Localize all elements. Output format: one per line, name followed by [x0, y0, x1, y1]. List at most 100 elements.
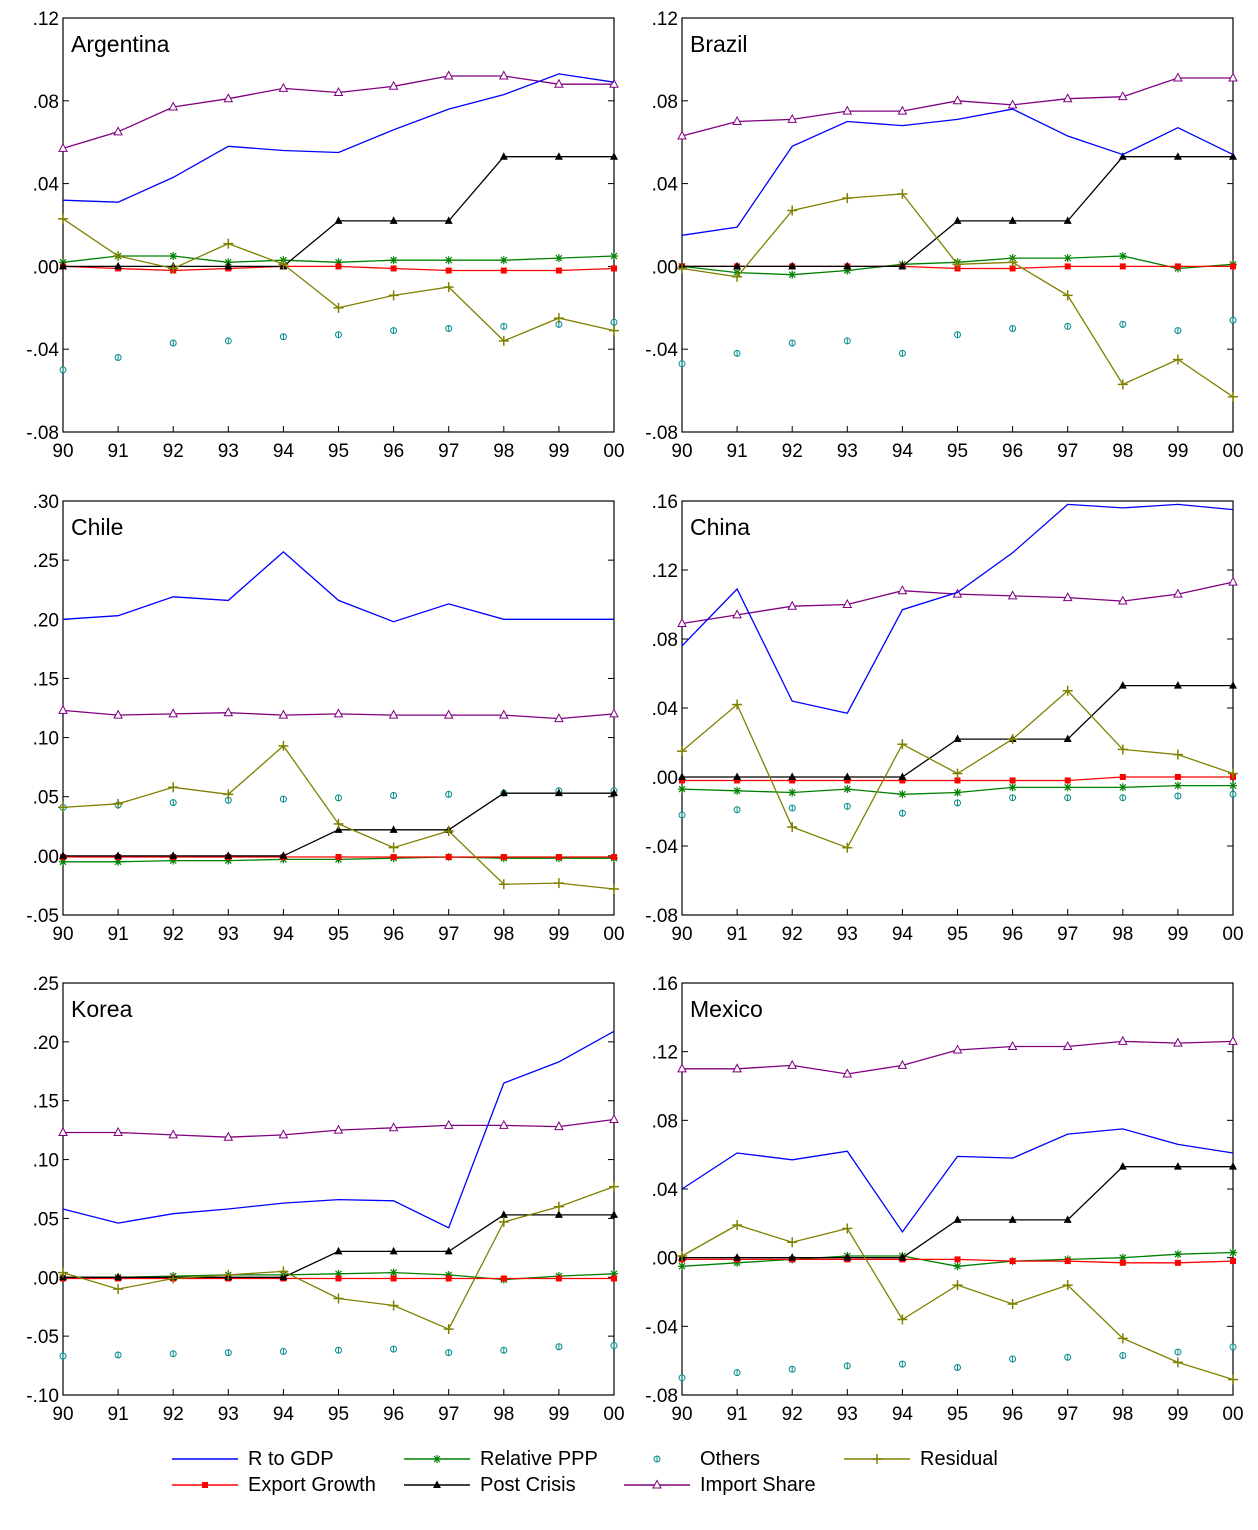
- y-tick-label: .00: [652, 768, 678, 789]
- x-tick-label: 92: [163, 441, 184, 462]
- data-point-residual: [443, 826, 454, 837]
- y-tick-label: -.04: [26, 340, 59, 361]
- data-point-relative-ppp: [1229, 1248, 1237, 1257]
- data-point-post-crisis: [1173, 152, 1182, 160]
- data-point-import-share: [732, 1063, 742, 1073]
- data-point-import-share: [1007, 590, 1018, 600]
- x-tick-label: 96: [383, 924, 404, 945]
- data-point-others: [610, 318, 618, 326]
- data-point-export-growth: [611, 1275, 617, 1282]
- data-point-import-share: [388, 80, 399, 90]
- data-point-relative-ppp: [389, 256, 398, 265]
- data-point-residual: [223, 789, 234, 800]
- data-point-residual: [278, 259, 289, 270]
- series-relative-ppp: [678, 781, 1237, 799]
- x-tick-label: 98: [1112, 1404, 1133, 1425]
- legend-swatch-relative-ppp: [404, 1455, 470, 1463]
- data-point-export-growth: [390, 265, 397, 272]
- data-point-post-crisis: [499, 152, 508, 160]
- data-point-export-growth: [1119, 1259, 1126, 1266]
- y-tick-label: .05: [33, 1209, 59, 1230]
- x-tick-label: 94: [892, 1404, 914, 1425]
- data-point-others: [224, 337, 232, 345]
- data-point-import-share: [609, 708, 619, 718]
- panel-title-brazil: Brazil: [690, 31, 748, 57]
- y-tick-label: .08: [652, 1111, 678, 1132]
- data-point-post-crisis: [279, 851, 288, 859]
- data-point-others: [114, 353, 122, 361]
- legend-marker: [433, 1480, 441, 1488]
- y-tick-label: .30: [33, 492, 59, 513]
- data-point-post-crisis: [733, 261, 742, 270]
- data-point-export-growth: [1119, 774, 1126, 780]
- y-tick-label: .00: [33, 1268, 59, 1289]
- data-point-others: [788, 1365, 796, 1373]
- data-point-export-growth: [335, 854, 342, 861]
- legend-label-post-crisis: Post Crisis: [480, 1473, 576, 1496]
- series-r-to-gdp: [681, 1128, 1234, 1234]
- series-post-crisis: [678, 681, 1237, 780]
- data-point-import-share: [1062, 592, 1073, 602]
- x-tick-label: 98: [493, 1404, 514, 1425]
- data-point-relative-ppp: [610, 252, 618, 261]
- data-point-post-crisis: [114, 1272, 123, 1281]
- data-point-residual: [278, 1266, 289, 1277]
- data-point-import-share: [677, 130, 687, 140]
- data-point-others: [1064, 1353, 1072, 1361]
- legend-marker: [652, 1479, 662, 1489]
- data-point-import-share: [897, 105, 908, 115]
- x-tick-label: 95: [947, 1404, 968, 1425]
- data-point-import-share: [1117, 91, 1128, 101]
- y-tick-label: .08: [33, 92, 59, 113]
- x-tick-label: 94: [273, 441, 295, 462]
- legend-label-import-share: Import Share: [700, 1473, 816, 1496]
- legend-marker: [202, 1482, 208, 1488]
- data-point-post-crisis: [1008, 1215, 1017, 1223]
- data-point-others: [555, 1343, 563, 1351]
- data-point-residual: [333, 1293, 344, 1304]
- data-point-residual: [842, 1223, 853, 1234]
- data-point-residual: [223, 238, 234, 249]
- series-r-to-gdp: [681, 108, 1234, 236]
- y-tick-label: .25: [33, 974, 59, 995]
- data-point-import-share: [113, 709, 123, 719]
- y-tick-label: -.05: [26, 1327, 59, 1348]
- data-point-residual: [732, 699, 743, 710]
- data-point-others: [59, 366, 67, 374]
- data-point-relative-ppp: [898, 790, 907, 799]
- data-point-residual: [1228, 1374, 1238, 1385]
- data-point-relative-ppp: [788, 270, 797, 279]
- x-tick-label: 93: [837, 1404, 858, 1425]
- data-point-import-share: [787, 600, 798, 610]
- x-tick-label: 99: [548, 1404, 569, 1425]
- x-tick-label: 92: [782, 441, 803, 462]
- data-point-post-crisis: [499, 788, 508, 797]
- data-point-residual: [58, 1267, 68, 1278]
- data-point-import-share: [58, 142, 68, 152]
- series-others: [59, 1342, 618, 1360]
- series-r-to-gdp: [62, 551, 614, 623]
- data-point-export-growth: [390, 854, 397, 861]
- panel-title-chile: Chile: [71, 514, 123, 540]
- data-point-post-crisis: [389, 825, 398, 833]
- y-tick-label: .00: [652, 257, 678, 278]
- series-others: [678, 1343, 1237, 1382]
- data-point-residual: [787, 1237, 798, 1248]
- data-point-others: [169, 1350, 177, 1358]
- data-point-post-crisis: [334, 825, 343, 833]
- data-point-others: [1119, 320, 1127, 328]
- series-residual: [58, 1181, 619, 1335]
- legend-item-relative-ppp: Relative PPP: [402, 1446, 598, 1472]
- panel-title-china: China: [690, 514, 750, 540]
- data-point-export-growth: [335, 263, 342, 270]
- data-point-post-crisis: [444, 1246, 453, 1255]
- data-point-export-growth: [445, 1275, 452, 1282]
- x-tick-label: 91: [108, 924, 129, 945]
- data-point-others: [1229, 316, 1237, 324]
- series-r-to-gdp: [681, 503, 1234, 714]
- x-tick-label: 00: [603, 441, 624, 462]
- plot-frame: [681, 500, 1234, 916]
- data-point-export-growth: [500, 267, 507, 274]
- data-point-relative-ppp: [389, 1268, 398, 1277]
- x-tick-label: 99: [548, 441, 569, 462]
